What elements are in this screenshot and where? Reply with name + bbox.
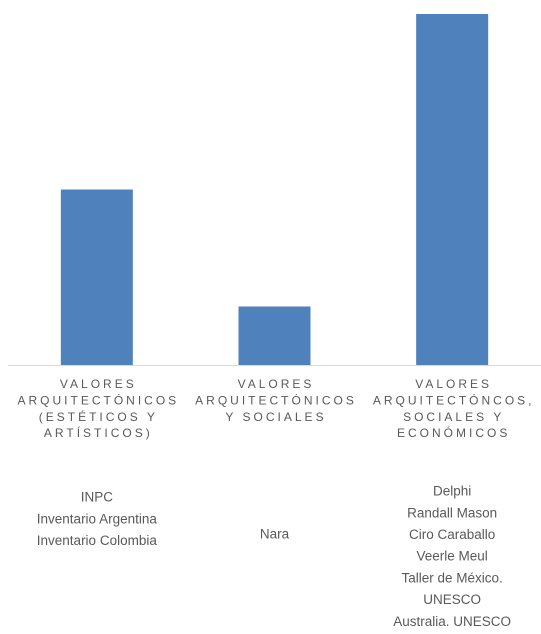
x-tick-label: VALORES [238, 377, 315, 391]
x-tick-label: SOCIALES Y [403, 410, 504, 424]
source-label: Ciro Caraballo [409, 527, 495, 542]
source-label: Inventario Colombia [37, 533, 158, 548]
x-tick-label: Y SOCIALES [225, 410, 326, 424]
x-tick-label: VALORES [60, 377, 137, 391]
bar [60, 189, 133, 365]
x-tick-label: (ESTÉTICOS Y [39, 409, 158, 424]
source-label: Inventario Argentina [37, 511, 158, 526]
x-tick-label: ARQUITECTÓNICOS [195, 392, 357, 407]
source-label: Randall Mason [407, 505, 497, 520]
source-label: Delphi [433, 484, 471, 499]
x-tick-label: ARQUITECTÓNICOS [17, 392, 179, 407]
x-tick-label: ARQUITECTÓNCOS, [373, 392, 535, 407]
x-tick-label: VALORES [415, 377, 492, 391]
source-label: INPC [81, 490, 114, 505]
bar [416, 14, 489, 365]
source-label: Australia. UNESCO [393, 614, 511, 629]
source-label: Nara [260, 527, 290, 542]
x-tick-label: ARTÍSTICOS) [44, 425, 153, 440]
source-label: Taller de México. [402, 570, 503, 585]
source-label: Veerle Meul [417, 549, 488, 564]
source-label: UNESCO [423, 592, 481, 607]
bar [238, 306, 311, 365]
x-tick-label: ECONÓMICOS [397, 425, 510, 440]
